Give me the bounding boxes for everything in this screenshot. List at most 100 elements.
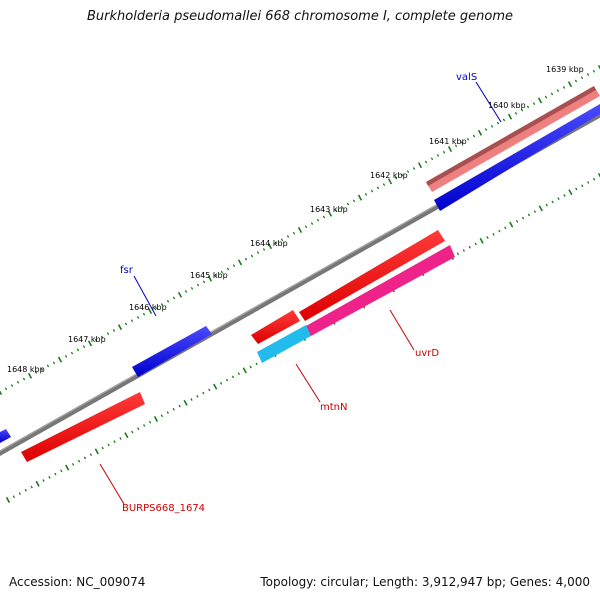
outer-scale-tick xyxy=(327,210,333,217)
valS-label[interactable]: valS xyxy=(456,72,477,83)
inner-scale-tick xyxy=(60,469,63,473)
inner-scale-tick xyxy=(533,210,537,214)
outer-scale-tick xyxy=(556,89,560,93)
inner-scale-tick xyxy=(94,448,99,455)
outer-scale-tick xyxy=(537,97,543,104)
outer-scale-tick xyxy=(477,129,483,136)
inner-scale-tick xyxy=(563,194,566,197)
outer-scale-tick xyxy=(382,183,386,187)
inner-scale-tick xyxy=(468,245,471,249)
outer-scale-tick xyxy=(256,251,260,255)
accession-text: Accession: NC_009074 xyxy=(9,575,146,589)
inner-scale-tick xyxy=(527,213,531,217)
inner-scale-tick xyxy=(178,404,181,408)
outer-scale-tick xyxy=(387,178,393,185)
valS-gene-bar[interactable] xyxy=(434,104,600,211)
inner-scale-tick xyxy=(107,443,110,447)
inner-scale-tick xyxy=(5,497,11,503)
inner-scale-tick xyxy=(190,398,193,401)
outer-scale-tick xyxy=(412,167,416,170)
outer-scale-tick xyxy=(292,231,296,235)
topology-text: Topology: circular; Length: 3,912,947 bp… xyxy=(260,575,590,589)
outer-scale-tick xyxy=(172,296,176,300)
inner-scale-tick xyxy=(12,495,16,499)
outer-scale-tick xyxy=(562,86,566,89)
outer-scale-tick xyxy=(567,81,573,88)
scale-label-1642kbp: 1642 kbp xyxy=(370,171,408,180)
outer-scale-tick xyxy=(117,324,123,331)
inner-scale-tick xyxy=(196,394,199,398)
outer-scale-tick xyxy=(262,248,266,251)
outer-scale-tick xyxy=(4,387,8,391)
outer-scale-tick xyxy=(226,267,230,271)
outer-scale-tick xyxy=(490,124,494,128)
uvrD-gene-bar[interactable] xyxy=(306,245,455,336)
outer-scale-tick xyxy=(597,65,600,70)
BURPS668_1674-label[interactable]: BURPS668_1674 xyxy=(122,503,205,514)
outer-scale-tick xyxy=(147,308,153,314)
outer-scale-tick xyxy=(484,128,488,131)
inner-scale-tick xyxy=(521,216,525,220)
outer-scale-tick xyxy=(106,332,110,336)
reverse-gene-bar-small[interactable] xyxy=(251,310,300,344)
inner-scale-tick xyxy=(131,430,134,434)
scale-label-1641kbp: 1641 kbp xyxy=(429,137,467,146)
inner-scale-tick xyxy=(581,184,584,188)
inner-scale-tick xyxy=(255,362,258,366)
outer-scale-tick xyxy=(580,76,584,80)
outer-scale-tick xyxy=(177,291,183,298)
outer-scale-tick xyxy=(10,384,14,387)
reverse-gene-bar-upper[interactable] xyxy=(299,230,445,321)
fsr-label[interactable]: fsr xyxy=(120,265,134,276)
valS-highlight-shade xyxy=(426,86,596,186)
valS-feature-group[interactable] xyxy=(426,86,600,211)
inner-scale-tick xyxy=(54,472,57,476)
outer-scale-tick xyxy=(124,322,128,326)
BURPS668_1674-gene-bar[interactable] xyxy=(21,392,145,462)
inner-scale-tick xyxy=(225,378,229,382)
outer-scale-tick xyxy=(447,146,453,152)
mtnN-gene-bar[interactable] xyxy=(257,325,311,363)
map-title: Burkholderia pseudomallei 668 chromosome… xyxy=(86,9,514,24)
outer-scale-tick xyxy=(316,218,320,222)
inner-scale-tick xyxy=(148,420,152,424)
outer-scale-tick xyxy=(237,259,243,266)
inner-scale-tick xyxy=(35,480,40,487)
outer-scale-tick xyxy=(250,254,254,258)
outer-scale-tick xyxy=(442,150,446,154)
mtnN-label[interactable]: mtnN xyxy=(320,402,347,413)
inner-scale-tick xyxy=(208,388,211,392)
inner-scale-tick xyxy=(18,492,21,495)
outer-scale-tick xyxy=(507,113,513,120)
BURPS668_1674-connector xyxy=(99,463,125,505)
inner-scale-tick xyxy=(183,399,188,406)
fsr-gene-bar[interactable] xyxy=(132,326,212,377)
outer-scale-tick xyxy=(550,92,554,96)
inner-scale-tick xyxy=(551,200,554,204)
outer-scale-tick xyxy=(370,189,374,193)
scale-label-1646kbp: 1646 kbp xyxy=(129,303,167,312)
outer-scale-tick xyxy=(514,111,518,115)
edge-gene-bar-left[interactable] xyxy=(0,429,11,443)
outer-scale-tick xyxy=(280,238,284,242)
inner-scale-tick xyxy=(568,189,573,196)
scale-label-1643kbp: 1643 kbp xyxy=(310,205,348,214)
inner-scale-tick xyxy=(143,424,146,427)
scale-label-1647kbp: 1647 kbp xyxy=(68,335,106,344)
inner-scale-tick xyxy=(48,475,51,479)
uvrD-label[interactable]: uvrD xyxy=(415,348,439,359)
outer-scale-tick xyxy=(417,162,423,169)
inner-scale-tick xyxy=(486,236,489,239)
outer-scale-tick xyxy=(532,102,536,106)
mtnN-connector xyxy=(295,363,321,403)
outer-scale-tick xyxy=(592,69,596,73)
outer-scale-tick xyxy=(544,95,548,99)
outer-scale-tick xyxy=(496,121,500,125)
outer-scale-tick xyxy=(196,283,200,287)
outer-scale-tick xyxy=(100,335,104,339)
outer-scale-tick xyxy=(267,243,273,250)
outer-scale-tick xyxy=(520,108,524,112)
outer-scale-tick xyxy=(207,275,213,282)
